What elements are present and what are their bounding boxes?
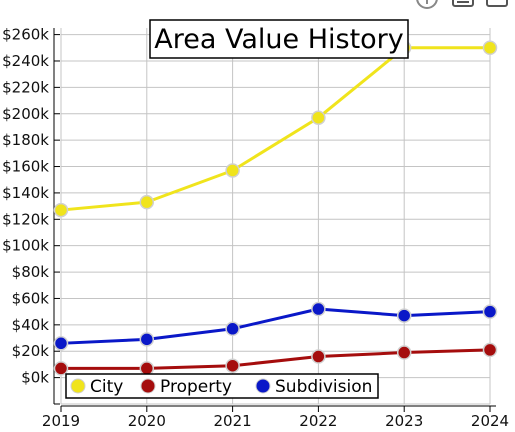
data-point-property[interactable] (139, 361, 155, 376)
axes: $0k $20k $40k $60k $80k $100k $120k $140k $160k $… (2, 26, 509, 430)
window-controls (416, 0, 508, 9)
data-point-property[interactable] (482, 342, 498, 358)
data-point-city[interactable] (482, 40, 498, 56)
maximize-icon[interactable] (486, 0, 508, 7)
y-tick-label: $240k (2, 52, 49, 70)
x-tick-label: 2020 (128, 412, 166, 428)
data-point-subdivision[interactable] (396, 308, 412, 323)
chart-title: Area Value History (154, 24, 404, 55)
legend-frame (65, 373, 379, 399)
legend-label-property: Property (160, 377, 232, 397)
series-line-city (60, 46, 490, 212)
y-tick-label: $40k (12, 316, 50, 334)
info-icon-ring (416, 0, 438, 9)
x-tick-label: 2021 (214, 412, 252, 428)
y-tick-label: $220k (2, 78, 49, 96)
legend-label-city: City (90, 377, 123, 397)
y-tick-label: $260k (2, 26, 49, 44)
y-tick-label: $0k (21, 369, 49, 387)
legend-item-property[interactable]: Property (140, 377, 232, 397)
y-tick-label: $60k (12, 289, 50, 307)
series-line-property (61, 348, 491, 370)
data-point-subdivision[interactable] (225, 321, 240, 337)
y-tick-label: $140k (2, 184, 49, 202)
data-point-subdivision[interactable] (139, 332, 155, 347)
legend-item-city[interactable]: City (70, 377, 123, 397)
x-tick-label: 2023 (385, 412, 423, 428)
data-point-property[interactable] (311, 349, 326, 364)
series-layer (53, 40, 498, 376)
title-frame (149, 19, 409, 59)
data-point-property[interactable] (225, 358, 240, 373)
data-point-city[interactable] (225, 163, 240, 178)
grid (60, 28, 491, 405)
legend-swatch-city (70, 378, 86, 394)
data-point-subdivision[interactable] (482, 304, 498, 319)
y-tick-label: $180k (2, 131, 49, 149)
data-point-city[interactable] (53, 202, 69, 218)
minimize-icon-frame (452, 0, 474, 7)
y-tick-label: $80k (12, 263, 50, 281)
data-point-subdivision[interactable] (311, 301, 326, 317)
data-point-city[interactable] (139, 194, 155, 210)
data-point-property[interactable] (396, 345, 412, 360)
info-icon[interactable] (416, 0, 438, 9)
y-tick-label: $100k (2, 237, 49, 255)
y-tick-label: $120k (2, 210, 49, 228)
y-tick-label: $160k (2, 158, 49, 176)
maximize-icon-frame (486, 0, 508, 7)
data-point-property[interactable] (53, 361, 69, 376)
legend-label-subdivision: Subdivision (275, 377, 372, 397)
data-point-subdivision[interactable] (53, 336, 69, 351)
title-box: Area Value History (149, 19, 409, 59)
x-tick-label: 2022 (299, 412, 337, 428)
x-tick-label: 2019 (42, 412, 80, 428)
x-tick-label: 2024 (471, 412, 509, 428)
legend-swatch-subdivision (255, 378, 271, 394)
data-point-city[interactable] (311, 110, 326, 125)
legend-item-subdivision[interactable]: Subdivision (255, 377, 372, 397)
y-tick-label: $20k (12, 342, 50, 360)
minimize-icon[interactable] (452, 0, 474, 7)
legend: City Property Subdivision (65, 373, 379, 399)
legend-swatch-property (140, 378, 156, 394)
series-line-subdivision (60, 307, 491, 345)
y-tick-label: $200k (2, 105, 49, 123)
